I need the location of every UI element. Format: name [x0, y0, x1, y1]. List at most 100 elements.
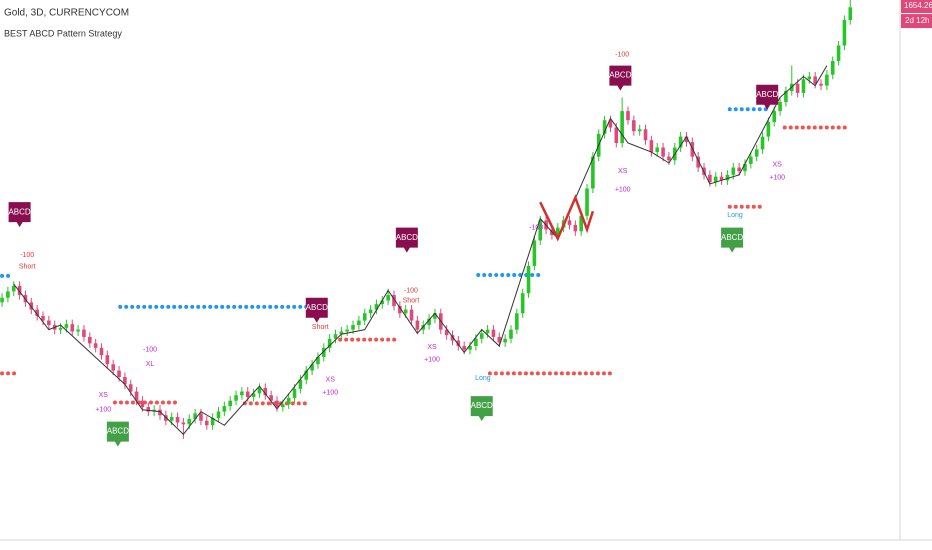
candle-body: [298, 379, 303, 389]
candle-body: [479, 333, 484, 339]
countdown-label: 2d 12h: [905, 16, 929, 25]
candle-body: [421, 325, 426, 330]
candle-body: [187, 418, 192, 425]
candle-body: [175, 417, 180, 423]
candle-body: [696, 156, 700, 168]
candle-body: [409, 309, 414, 321]
candle-body: [316, 356, 320, 365]
candle-body: [345, 329, 349, 332]
candle-body: [497, 336, 502, 343]
signal-label: XS: [326, 377, 336, 384]
candle-body: [58, 327, 63, 330]
candle-body: [327, 338, 332, 348]
signal-label: Short: [19, 264, 36, 271]
candle-body: [754, 149, 759, 157]
candle-body: [836, 45, 841, 62]
candle-body: [87, 336, 92, 344]
candle-body: [281, 404, 285, 408]
candle-body: [632, 120, 636, 132]
candle-body: [269, 395, 273, 401]
candle-body: [555, 227, 560, 235]
abcd-badge-label: ABCD: [107, 427, 129, 436]
chart-subtitle: BEST ABCD Pattern Strategy: [4, 28, 122, 38]
candle-body: [210, 417, 215, 426]
candle-body: [526, 265, 531, 294]
candle-body: [70, 324, 75, 332]
signal-label: +100: [615, 186, 631, 193]
last-price-box: [901, 0, 932, 14]
abcd-badge-label: ABCD: [721, 233, 743, 242]
signal-label: -100: [615, 51, 629, 58]
abcd-badge: [721, 227, 744, 253]
plot: -100 Short -100 XL XS +100 Short XS +100 -100 Shor…: [0, 0, 853, 447]
candle-body: [725, 174, 730, 181]
candle-body: [415, 320, 420, 330]
candle-body: [117, 370, 121, 377]
candle-body: [123, 376, 127, 385]
signal-label: XS: [618, 168, 628, 175]
candle-body: [620, 111, 624, 143]
candle-body: [602, 120, 607, 134]
candle-body: [591, 156, 595, 189]
candle-body: [444, 329, 449, 336]
candle-body: [626, 111, 630, 121]
candle-body: [573, 224, 578, 232]
candle-body: [450, 335, 455, 341]
candle-body: [263, 387, 268, 396]
candle-body: [240, 391, 244, 396]
abcd-badge: [106, 421, 129, 447]
candle-body: [503, 338, 507, 343]
abcd-badge: [756, 84, 779, 110]
candle-body: [362, 313, 367, 321]
candle-body: [169, 417, 174, 421]
candle-body: [111, 364, 115, 371]
chart-title: Gold, 3D, CURRENCYCOM: [4, 8, 129, 19]
candle-body: [47, 320, 51, 326]
candle-body: [667, 156, 671, 161]
candle-body: [678, 136, 683, 148]
candle-body: [795, 83, 800, 93]
candle-body: [333, 334, 338, 339]
candle-body: [468, 346, 472, 350]
candle-body: [766, 122, 771, 137]
candle-body: [637, 129, 642, 132]
candle-body: [532, 240, 537, 266]
candle-body: [11, 285, 16, 292]
candle-body: [614, 127, 619, 143]
abcd-badge-label: ABCD: [756, 90, 778, 99]
candle-body: [713, 176, 718, 183]
pattern-line: [539, 194, 595, 242]
candle-body: [99, 347, 104, 356]
candle-body: [515, 313, 519, 330]
abcd-badge-label: ABCD: [471, 401, 493, 410]
candle-body: [456, 340, 461, 347]
abcd-badge: [8, 202, 31, 228]
candle-body: [6, 291, 10, 298]
candle-body: [386, 295, 390, 301]
candle-body: [842, 20, 847, 46]
candle-body: [778, 101, 782, 112]
candle-body: [708, 174, 712, 183]
countdown-box: [901, 14, 932, 29]
candle-body: [520, 293, 525, 314]
candle-body: [29, 302, 34, 310]
signal-label: +100: [95, 407, 111, 414]
candle-body: [128, 384, 133, 392]
candle-body: [158, 409, 162, 416]
candle-body: [310, 364, 314, 371]
candle-body: [813, 76, 817, 84]
candle-body: [825, 74, 829, 86]
signal-label: +100: [769, 174, 785, 181]
candle-body: [222, 406, 227, 412]
abcd-badge: [470, 396, 493, 422]
abcd-badge: [395, 227, 418, 253]
candle-body: [772, 111, 777, 123]
signal-label: XL: [146, 361, 155, 368]
signal-label: XS: [427, 344, 437, 351]
candle-body: [257, 387, 262, 394]
candle-body: [134, 391, 139, 401]
candle-body: [321, 347, 326, 357]
abcd-badge-label: ABCD: [306, 303, 328, 312]
candle-body: [585, 188, 589, 216]
candle-body: [146, 407, 151, 412]
